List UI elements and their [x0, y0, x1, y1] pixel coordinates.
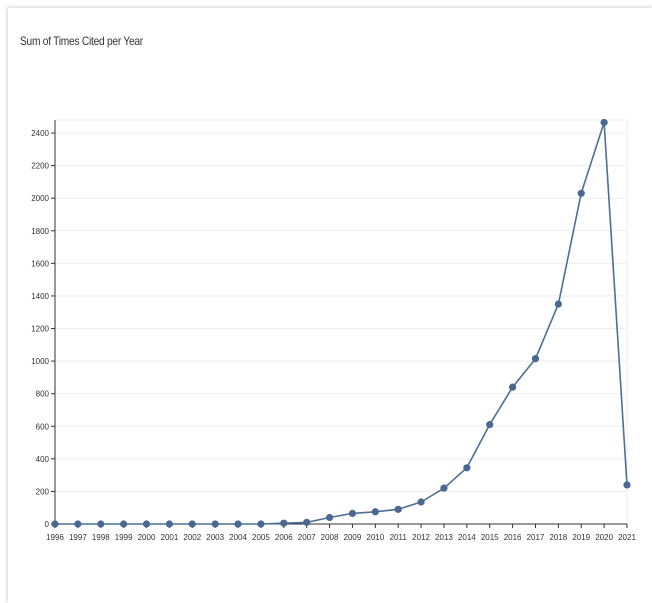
data-point[interactable] [371, 508, 379, 516]
y-tick-label: 1600 [31, 259, 49, 268]
x-tick-label: 2010 [366, 533, 384, 542]
x-tick-label: 2003 [206, 533, 224, 542]
y-tick-label: 2200 [31, 162, 49, 171]
x-tick-label: 2005 [252, 533, 270, 542]
data-point[interactable] [165, 520, 173, 528]
x-tick-label: 1997 [69, 533, 87, 542]
y-tick-label: 800 [36, 390, 50, 399]
x-tick-label: 2008 [321, 533, 339, 542]
y-tick-label: 1200 [31, 325, 49, 334]
x-tick-label: 2017 [527, 533, 545, 542]
data-point[interactable] [74, 520, 82, 528]
x-tick-label: 2000 [138, 533, 156, 542]
x-tick-label: 2013 [435, 533, 453, 542]
data-point[interactable] [188, 520, 196, 528]
x-tick-label: 1998 [92, 533, 110, 542]
data-point[interactable] [348, 509, 357, 518]
y-tick-label: 400 [36, 455, 50, 464]
x-tick-label: 2002 [183, 533, 201, 542]
data-point[interactable] [440, 484, 448, 492]
data-point[interactable] [97, 520, 105, 528]
data-point[interactable] [486, 421, 494, 429]
data-point[interactable] [417, 498, 425, 506]
x-tick-label: 1996 [46, 533, 64, 542]
data-point[interactable] [508, 383, 517, 391]
data-point[interactable] [623, 481, 631, 489]
data-point[interactable] [120, 520, 128, 528]
x-tick-label: 2020 [595, 533, 613, 542]
x-tick-label: 2001 [161, 533, 179, 542]
x-tick-label: 2006 [275, 533, 293, 542]
x-tick-label: 2012 [412, 533, 430, 542]
data-point[interactable] [234, 520, 242, 528]
data-point[interactable] [257, 520, 265, 528]
data-point[interactable] [463, 464, 471, 472]
series-line [55, 121, 628, 525]
data-point[interactable] [600, 118, 608, 127]
x-tick-label: 2007 [298, 533, 316, 542]
x-tick-label: 2004 [229, 533, 247, 542]
data-point[interactable] [142, 520, 151, 528]
axes: 0 200 400 600 800 1000 1200 1400 1600 1800 2000 220… [31, 120, 636, 542]
series-line-path [55, 121, 628, 525]
x-tick-label: 2014 [458, 533, 476, 542]
x-tick-label: 1999 [115, 533, 133, 542]
data-point[interactable] [554, 300, 562, 308]
data-point[interactable] [325, 513, 334, 522]
x-tick-label: 2011 [390, 533, 408, 542]
data-point[interactable] [394, 505, 402, 513]
y-tick-label: 200 [36, 487, 50, 496]
data-point[interactable] [280, 519, 288, 527]
data-point[interactable] [211, 520, 219, 528]
data-point[interactable] [531, 355, 540, 363]
y-tick-label: 1400 [31, 292, 49, 301]
chart-title: Sum of Times Cited per Year [20, 34, 143, 48]
y-tick-label: 600 [36, 422, 50, 431]
chart-panel [8, 8, 652, 603]
x-tick-label: 2009 [344, 533, 362, 542]
y-tick-label: 1000 [31, 357, 49, 366]
data-point[interactable] [303, 518, 311, 526]
x-tick-label: 2018 [549, 533, 567, 542]
y-tick-label: 1800 [31, 227, 49, 236]
data-point[interactable] [577, 189, 585, 197]
x-tick-label: 2021 [618, 533, 636, 542]
x-tick-label: 2016 [504, 533, 522, 542]
y-tick-label: 2000 [31, 194, 49, 203]
x-tick-label: 2015 [481, 533, 499, 542]
x-tick-label: 2019 [572, 533, 590, 542]
grid-lines [55, 119, 628, 524]
y-tick-label: 2400 [31, 129, 49, 138]
y-tick-label: 0 [45, 520, 50, 529]
data-points[interactable] [51, 118, 631, 528]
data-point[interactable] [51, 520, 59, 528]
